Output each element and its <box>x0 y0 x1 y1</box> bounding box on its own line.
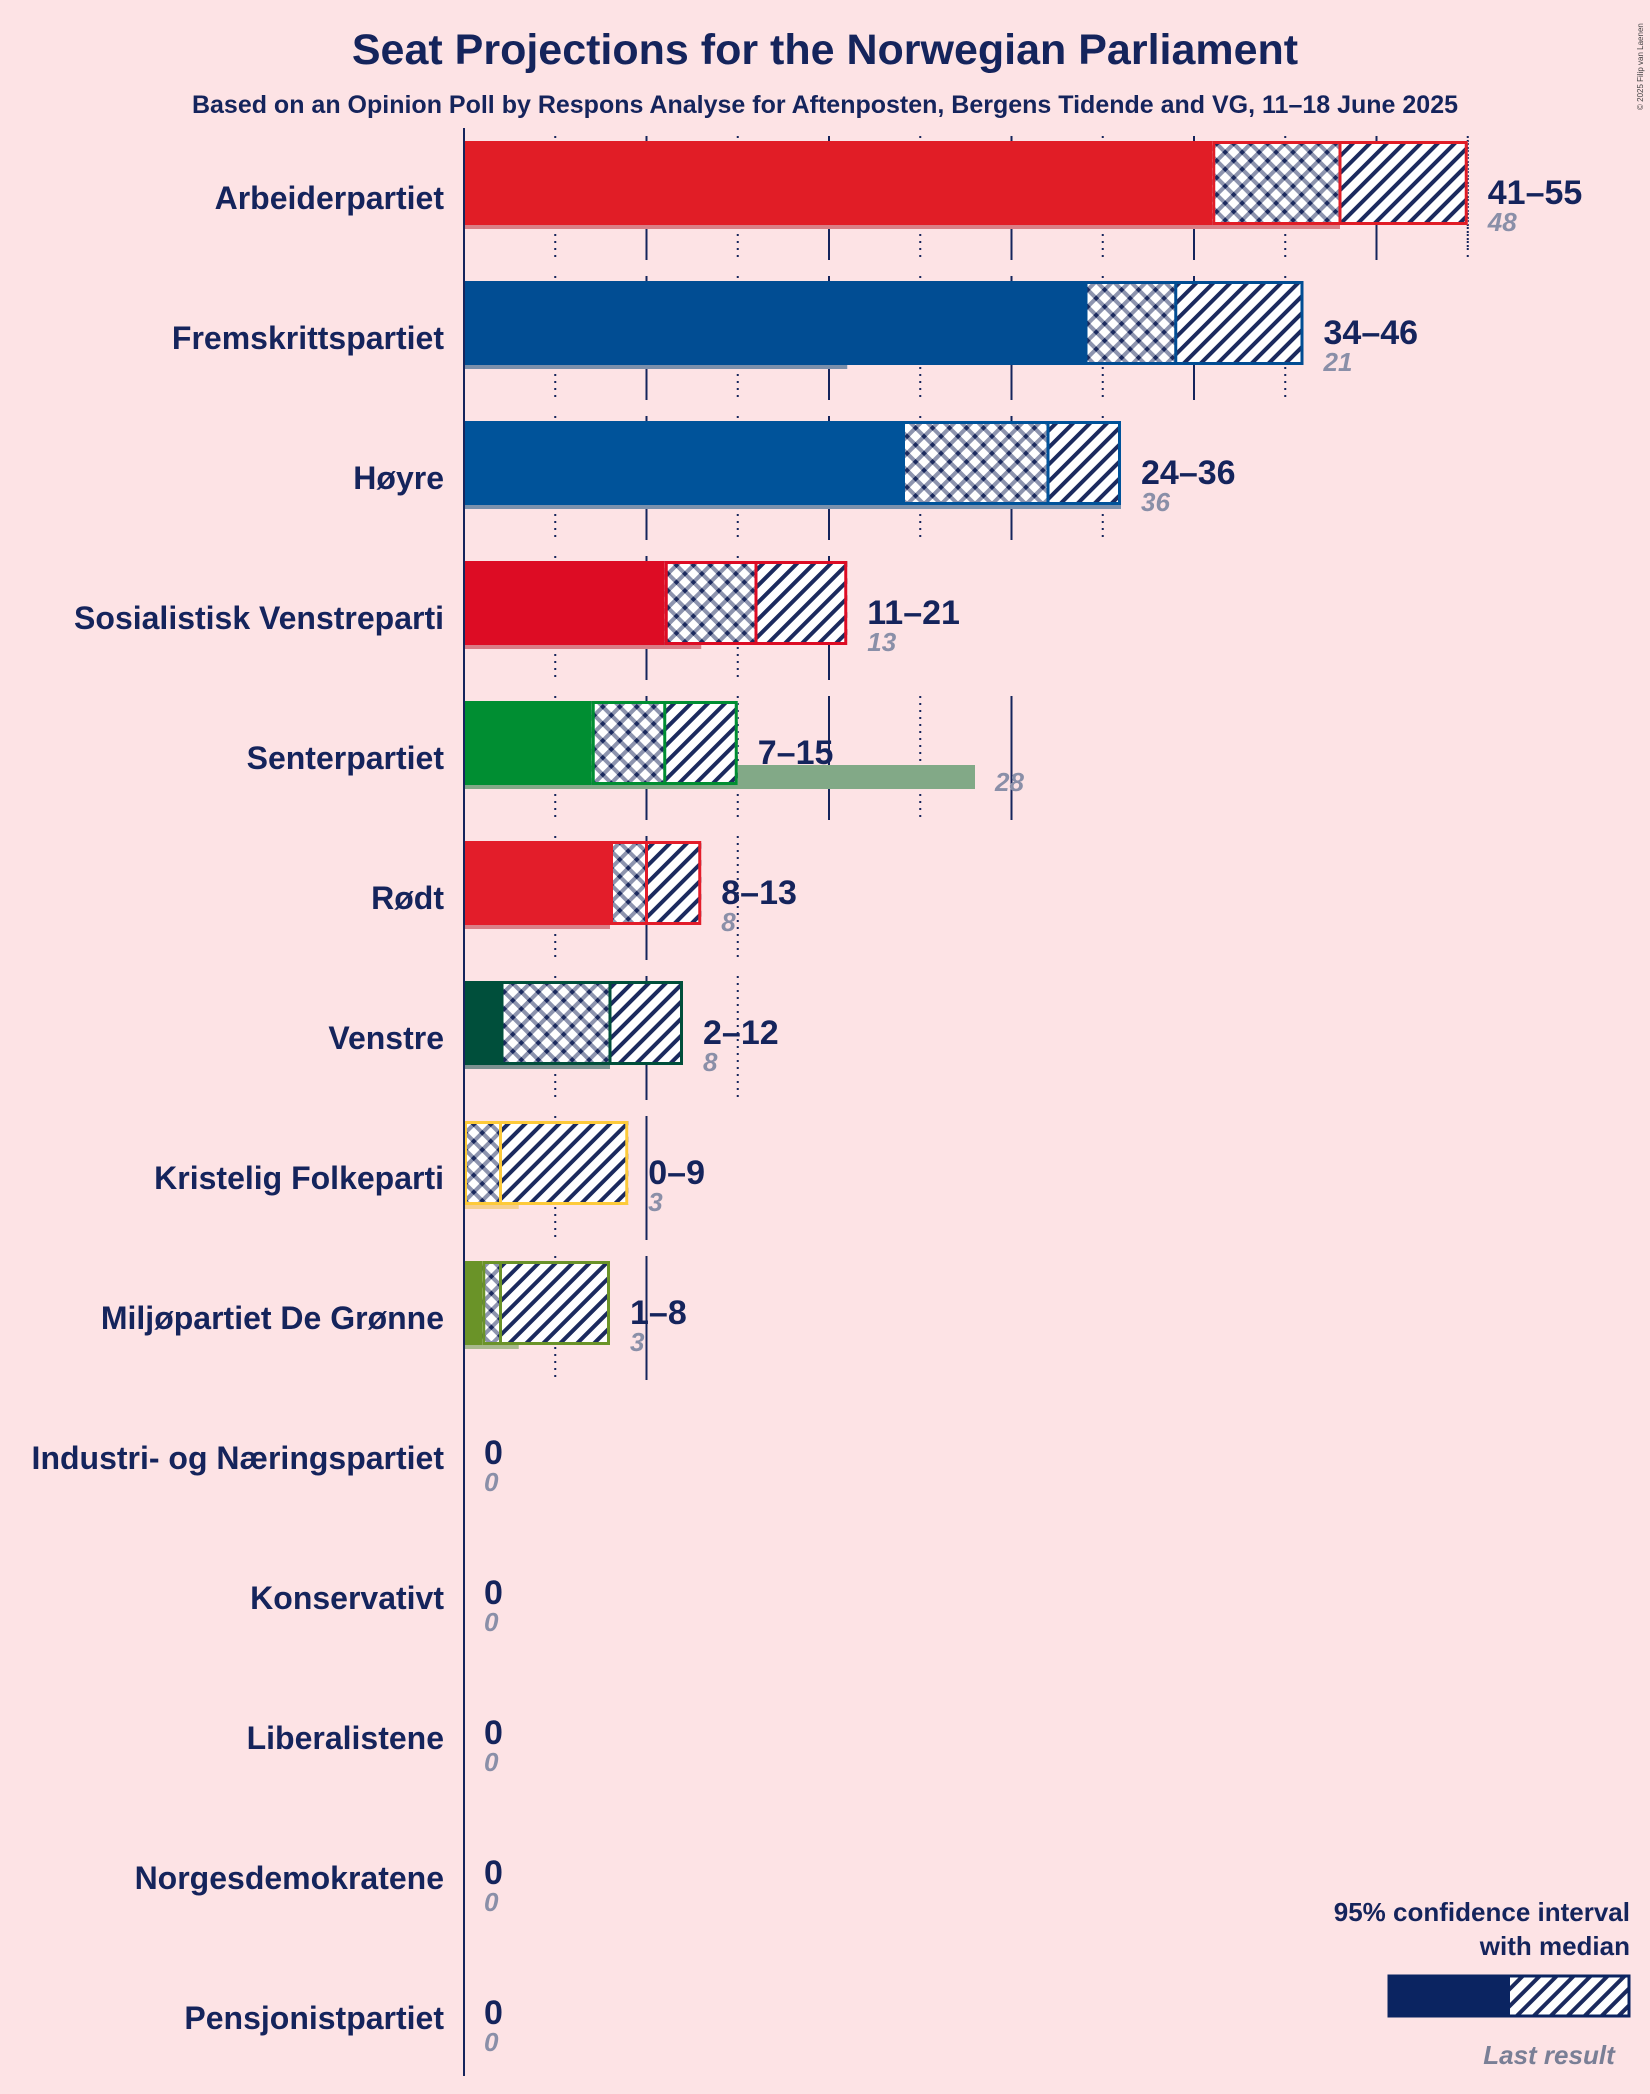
last-result-label: 0 <box>484 1607 499 1637</box>
last-result-label: 48 <box>1487 207 1517 237</box>
confidence-bar-crosshatch <box>464 1121 501 1205</box>
party-label: Sosialistisk Venstreparti <box>74 600 444 636</box>
legend-solid-bar <box>1388 1975 1510 2017</box>
confidence-interval-outline <box>610 841 702 925</box>
range-label: 0 <box>484 1434 503 1472</box>
confidence-bar-hatch <box>1048 421 1121 505</box>
legend-hatch-segment <box>1590 1975 1630 2017</box>
bars <box>464 141 1468 1349</box>
legend-title-line1: 95% confidence interval <box>1334 1897 1630 1927</box>
last-result-label: 0 <box>484 1747 499 1777</box>
party-label: Miljøpartiet De Grønne <box>101 1300 444 1336</box>
confidence-interval-outline <box>464 1121 629 1205</box>
party-label: Kristelig Folkeparti <box>154 1160 444 1196</box>
party-label: Norgesdemokratene <box>135 1860 444 1896</box>
last-result-label: 0 <box>484 2027 499 2057</box>
party-label: Fremskrittspartiet <box>172 320 444 356</box>
confidence-bar-solid <box>464 701 592 785</box>
last-result-label: 28 <box>994 767 1024 797</box>
confidence-bar-crosshatch <box>482 1261 501 1345</box>
confidence-bar-hatch <box>1175 281 1304 365</box>
chart-subtitle: Based on an Opinion Poll by Respons Anal… <box>192 91 1458 119</box>
party-label: Pensjonistpartiet <box>184 2000 444 2036</box>
range-label: 24–36 <box>1141 454 1236 492</box>
range-label: 7–15 <box>758 734 834 772</box>
range-label: 11–21 <box>867 594 960 632</box>
range-label: 0 <box>484 1714 503 1752</box>
party-label: Konservativt <box>250 1580 444 1616</box>
party-label: Rødt <box>371 880 444 916</box>
legend-last-result-label: Last result <box>1483 2040 1616 2070</box>
range-label: 8–13 <box>721 874 797 912</box>
party-label: Venstre <box>328 1020 444 1056</box>
range-label: 0 <box>484 1994 503 2032</box>
last-result-label: 13 <box>867 627 896 657</box>
confidence-bar-crosshatch <box>902 421 1048 505</box>
confidence-interval-outline <box>500 981 683 1065</box>
confidence-bar-crosshatch <box>591 701 665 785</box>
party-label: Liberalistene <box>247 1720 444 1756</box>
confidence-bar-crosshatch <box>610 841 647 925</box>
party-label: Senterpartiet <box>247 740 445 776</box>
last-result-label: 21 <box>1323 347 1353 377</box>
confidence-bar-hatch <box>646 841 702 925</box>
range-label: 1–8 <box>630 1294 687 1332</box>
confidence-bar-crosshatch <box>500 981 610 1065</box>
confidence-bar-hatch <box>756 561 848 645</box>
last-result-label: 0 <box>484 1467 499 1497</box>
confidence-bar-solid <box>464 981 501 1065</box>
confidence-interval-outline <box>1084 281 1304 365</box>
range-label: 0 <box>484 1854 503 1892</box>
confidence-bar-solid <box>464 841 610 925</box>
confidence-bar-hatch <box>500 1121 629 1205</box>
range-label: 34–46 <box>1324 314 1419 352</box>
confidence-interval-outline <box>902 421 1121 505</box>
confidence-bar-crosshatch <box>664 561 756 645</box>
confidence-interval-outline <box>482 1261 610 1345</box>
last-result-label: 36 <box>1141 487 1170 517</box>
last-result-label: 8 <box>721 907 736 937</box>
last-result-label: 3 <box>630 1327 645 1357</box>
last-result-label: 0 <box>484 1887 499 1917</box>
legend: 95% confidence interval with median Last… <box>1334 1897 1631 2070</box>
confidence-bar-hatch <box>500 1261 610 1345</box>
confidence-bar-solid <box>464 561 665 645</box>
confidence-bar-solid <box>464 281 1085 365</box>
confidence-bar-solid <box>464 421 902 505</box>
range-label: 0–9 <box>648 1154 705 1192</box>
confidence-bar-crosshatch <box>1212 141 1340 225</box>
legend-outline <box>1387 1974 1631 2018</box>
legend-crosshatch-overlay <box>1510 1975 1590 2017</box>
confidence-bar-hatch <box>664 701 738 785</box>
confidence-bar-hatch <box>610 981 683 1065</box>
confidence-bar-crosshatch <box>1084 281 1176 365</box>
party-label: Arbeiderpartiet <box>215 180 445 216</box>
confidence-bar-hatch <box>1340 141 1468 225</box>
chart-title: Seat Projections for the Norwegian Parli… <box>352 26 1298 74</box>
last-result-label: 8 <box>703 1047 718 1077</box>
range-label: 2–12 <box>703 1014 779 1052</box>
party-label: Høyre <box>353 460 444 496</box>
confidence-bar-solid <box>464 141 1213 225</box>
range-label: 0 <box>484 1574 503 1612</box>
last-result-label: 3 <box>648 1187 663 1217</box>
legend-title-line2: with median <box>1479 1931 1630 1961</box>
copyright-notice: © 2025 Filip van Laenen <box>1636 23 1645 110</box>
range-label: 41–55 <box>1488 174 1583 212</box>
confidence-bar-solid <box>464 1261 483 1345</box>
party-label: Industri- og Næringspartiet <box>32 1440 445 1476</box>
